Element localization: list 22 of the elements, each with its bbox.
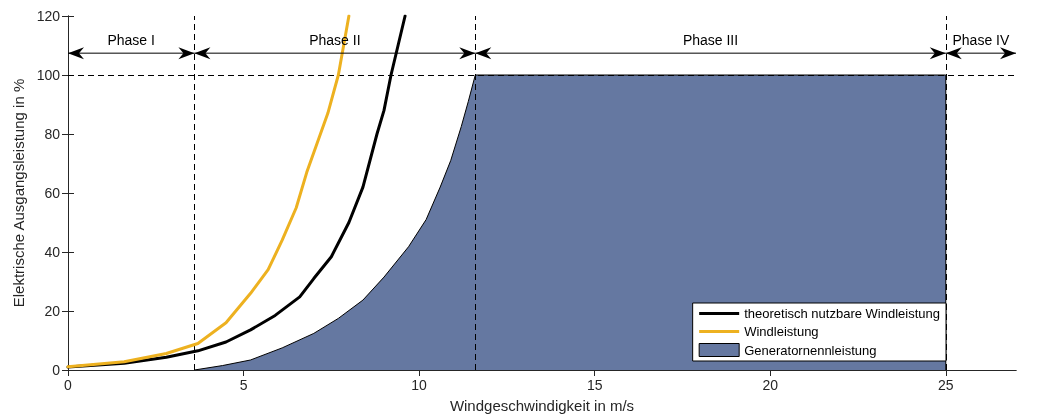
y-tick-label: 80 <box>44 126 61 142</box>
x-axis-title: Windgeschwindigkeit in m/s <box>449 397 635 414</box>
y-tick-label: 20 <box>44 303 61 319</box>
y-tick-label: 100 <box>36 67 61 83</box>
x-tick-label: 15 <box>586 377 603 393</box>
x-tick-label: 25 <box>937 377 954 393</box>
x-tick-label: 0 <box>64 377 73 393</box>
line-series <box>66 14 351 369</box>
legend-label: Generatornennleistung <box>744 342 877 358</box>
legend-label: Windleistung <box>744 324 819 339</box>
annotation: Phase III <box>682 32 739 49</box>
y-tick-label: 60 <box>44 185 61 201</box>
y-tick-label: 0 <box>52 362 61 378</box>
annotation: Phase IV <box>952 32 1010 49</box>
y-axis-title: Elektrische Ausgangsleistung in % <box>9 78 27 308</box>
y-tick-label: 40 <box>44 244 61 260</box>
x-tick-label: 20 <box>762 377 779 393</box>
y-tick-label: 120 <box>36 8 61 24</box>
x-tick-label: 10 <box>411 377 428 393</box>
annotation: Phase I <box>107 32 155 49</box>
legend-label: theoretisch nutzbare Windleistung <box>744 306 941 321</box>
x-tick-label: 5 <box>239 377 248 393</box>
